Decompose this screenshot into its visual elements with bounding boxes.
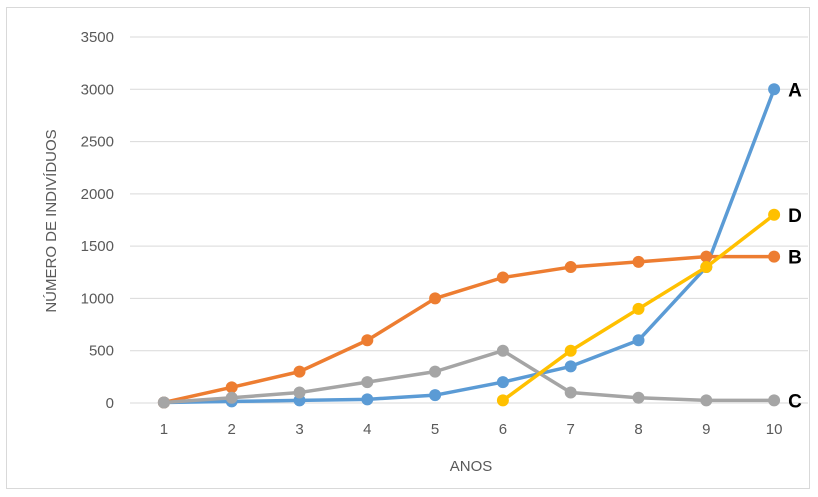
- point-b-4: [361, 334, 374, 347]
- series-group: A B C D: [157, 80, 802, 412]
- series-line-a: [162, 87, 776, 405]
- x-tick-label-6: 6: [499, 421, 507, 438]
- y-tick-label-1500: 1500: [81, 238, 114, 255]
- y-axis-title: NÚMERO DE INDIVÍDUOS: [43, 129, 60, 312]
- series-line-b: [162, 254, 776, 405]
- point-c-2: [225, 391, 238, 404]
- point-d-7: [564, 344, 577, 357]
- series-label-b: B: [788, 248, 802, 269]
- point-c-4: [361, 376, 374, 389]
- x-tick-label-9: 9: [702, 421, 710, 438]
- point-c-6: [496, 344, 509, 357]
- point-a-10: [768, 83, 781, 96]
- point-a-6: [496, 376, 509, 389]
- y-tick-label-500: 500: [89, 343, 114, 360]
- x-tick-label-7: 7: [567, 421, 575, 438]
- series-line-c: [162, 348, 776, 405]
- point-b-9: [700, 250, 713, 263]
- y-tick-label-2500: 2500: [81, 134, 114, 151]
- point-b-2: [225, 381, 238, 394]
- point-b-3: [293, 365, 306, 378]
- gridlines: [130, 36, 808, 404]
- chart-frame: [6, 7, 810, 489]
- series-label-d: D: [788, 206, 802, 227]
- y-tick-label-3000: 3000: [81, 81, 114, 98]
- x-tick-label-5: 5: [431, 421, 439, 438]
- point-c-7: [564, 386, 577, 399]
- series-d: D: [496, 206, 802, 407]
- point-b-7: [564, 261, 577, 274]
- point-c-3: [293, 386, 306, 399]
- series-label-c: C: [788, 391, 802, 412]
- point-b-6: [496, 271, 509, 284]
- x-tick-label-10: 10: [766, 421, 783, 438]
- point-c-1: [157, 396, 170, 409]
- x-tick-label-4: 4: [363, 421, 371, 438]
- point-d-10: [768, 208, 781, 221]
- series-c: C: [157, 344, 802, 412]
- point-c-8: [632, 391, 645, 404]
- x-tick-label-2: 2: [228, 421, 236, 438]
- y-axis-ticks: 0 500 1000 1500 2000 2500 3000 3500: [81, 29, 114, 412]
- y-tick-label-0: 0: [106, 395, 114, 412]
- point-a-8: [632, 334, 645, 347]
- y-tick-label-1000: 1000: [81, 290, 114, 307]
- point-c-5: [429, 365, 442, 378]
- x-tick-label-1: 1: [160, 421, 168, 438]
- y-tick-label-2000: 2000: [81, 186, 114, 203]
- point-d-6: [496, 394, 509, 407]
- x-tick-label-8: 8: [634, 421, 642, 438]
- y-tick-label-3500: 3500: [81, 29, 114, 46]
- series-b: B: [157, 248, 802, 409]
- point-c-9: [700, 394, 713, 407]
- point-b-5: [429, 292, 442, 305]
- point-c-10: [768, 394, 781, 407]
- point-d-8: [632, 302, 645, 315]
- point-a-4: [361, 393, 374, 406]
- x-tick-label-3: 3: [295, 421, 303, 438]
- series-label-a: A: [788, 80, 802, 101]
- point-d-9: [700, 261, 713, 274]
- point-a-7: [564, 360, 577, 373]
- point-a-5: [429, 389, 442, 402]
- x-axis-title: ANOS: [450, 458, 493, 475]
- point-b-10: [768, 250, 781, 263]
- x-axis-ticks: 1 2 3 4 5 6 7 8 9 10: [160, 421, 783, 438]
- point-b-8: [632, 255, 645, 268]
